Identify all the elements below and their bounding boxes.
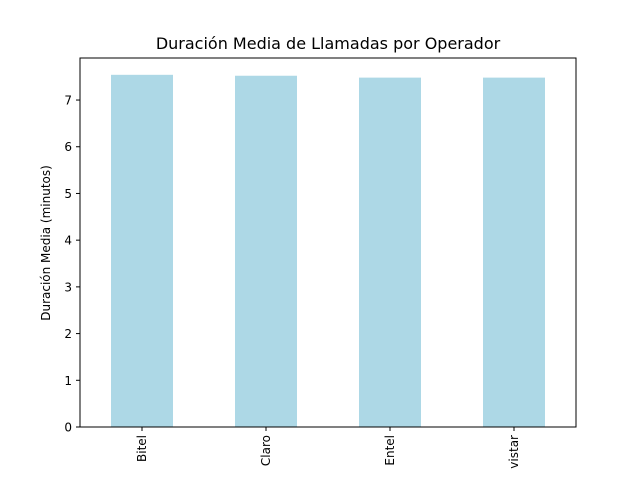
bar-entel [359,77,421,427]
y-axis-label: Duración Media (minutos) [39,165,53,321]
x-tick-label: vistar [507,435,521,469]
y-tick-label: 6 [64,140,72,154]
bar-claro [235,75,297,428]
y-tick-label: 7 [64,94,72,108]
y-tick-label: 1 [64,374,72,388]
x-tick-label: Entel [383,435,397,466]
plot-frame [79,57,577,428]
x-tick-label: Claro [259,435,273,466]
y-tick-label: 2 [64,327,72,341]
y-tick-label: 4 [64,234,72,248]
chart-title: Duración Media de Llamadas por Operador [156,34,501,53]
bar-vistar [483,77,545,427]
y-tick-label: 5 [64,187,72,201]
y-tick-label: 3 [64,280,72,294]
x-tick-label: Bitel [135,435,149,462]
bars-group [111,74,545,428]
bar-bitel [111,74,173,428]
x-axis: Bitel Claro Entel vistar [135,427,521,469]
y-axis: 0 1 2 3 4 5 6 7 [64,94,80,435]
y-tick-label: 0 [64,421,72,435]
